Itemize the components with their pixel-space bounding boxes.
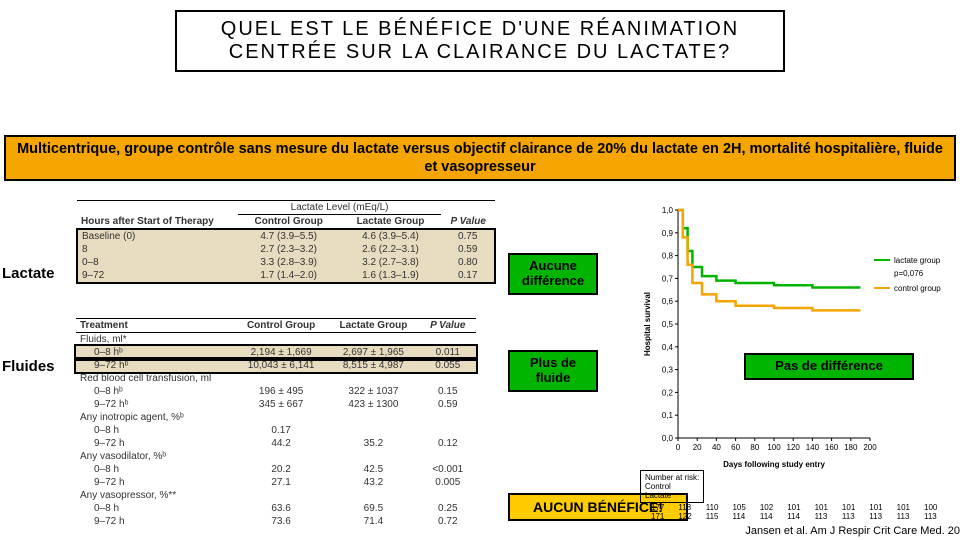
table-row: Red blood cell transfusion, ml [76, 372, 476, 385]
svg-text:0,8: 0,8 [662, 252, 674, 261]
table-row: 9–72 hᵇ345 ± 667423 ± 13000.59 [76, 398, 476, 411]
table-row: 0–8 hᵇ196 ± 495322 ± 10370.15 [76, 385, 476, 398]
svg-text:control group: control group [894, 284, 941, 293]
table2-col-treatment: Treatment [76, 319, 235, 333]
table-row: 0–8 h63.669.50.25 [76, 502, 476, 515]
table-row: 9–72 h27.143.20.005 [76, 476, 476, 489]
treatment-table: Treatment Control Group Lactate Group P … [76, 318, 476, 528]
svg-text:lactate group: lactate group [894, 256, 941, 265]
table1-col-hours: Hours after Start of Therapy [77, 215, 238, 230]
table-row: 9–72 h73.671.40.72 [76, 515, 476, 528]
label-fluides: Fluides [2, 358, 55, 375]
table-row: Fluids, ml* [76, 333, 476, 347]
table-row: 0–8 h20.242.5<0.001 [76, 463, 476, 476]
table-row: Any inotropic agent, %ᵇ [76, 411, 476, 424]
table-row: 82.7 (2.3–3.2)2.6 (2.2–3.1)0.59 [77, 243, 495, 256]
svg-text:0: 0 [676, 443, 681, 452]
study-description-banner: Multicentrique, groupe contrôle sans mes… [4, 135, 956, 181]
table-row: Any vasodilator, %ᵇ [76, 450, 476, 463]
svg-text:0,7: 0,7 [662, 274, 674, 283]
svg-text:Hospital survival: Hospital survival [643, 292, 652, 356]
svg-text:0,6: 0,6 [662, 297, 674, 306]
svg-text:0,0: 0,0 [662, 434, 674, 443]
lactate-level-table: Lactate Level (mEq/L) Hours after Start … [76, 200, 496, 284]
table1-col-lactate: Lactate Group [340, 215, 442, 230]
svg-text:100: 100 [767, 443, 781, 452]
survival-chart: 0,0 0,1 0,2 0,3 0,4 0,5 0,6 0,7 0,8 0,9 1,0 0 20 40 60… [640, 200, 950, 470]
citation-text: Jansen et al. Am J Respir Crit Care Med.… [745, 525, 960, 537]
table2-col-control: Control Group [235, 319, 327, 333]
callout-no-difference: Aucune différence [508, 253, 598, 295]
table1-superheader: Lactate Level (mEq/L) [238, 201, 442, 215]
svg-text:0,2: 0,2 [662, 388, 674, 397]
table1-col-control: Control Group [238, 215, 340, 230]
table-row: 0–8 h0.17 [76, 424, 476, 437]
svg-text:20: 20 [693, 443, 702, 452]
svg-text:0,9: 0,9 [662, 229, 674, 238]
table-row: 0–83.3 (2.8–3.9)3.2 (2.7–3.8)0.80 [77, 256, 495, 269]
table-row: 9–72 hᵇ10,043 ± 6,1418,515 ± 4,9870.055 [76, 359, 476, 372]
svg-text:160: 160 [825, 443, 839, 452]
svg-text:0,4: 0,4 [662, 343, 674, 352]
svg-text:80: 80 [750, 443, 759, 452]
svg-text:120: 120 [787, 443, 801, 452]
svg-text:0,5: 0,5 [662, 320, 674, 329]
svg-text:40: 40 [712, 443, 721, 452]
svg-text:200: 200 [863, 443, 877, 452]
table-row: 9–72 h44.235.20.12 [76, 437, 476, 450]
risk-row-control-label: Control [645, 482, 671, 491]
svg-text:p=0,076: p=0,076 [894, 269, 924, 278]
table-row: 0–8 hᵇ2,194 ± 1,6692,697 ± 1,9650.011 [76, 346, 476, 359]
table1-col-pvalue: P Value [441, 215, 495, 230]
svg-text:140: 140 [806, 443, 820, 452]
slide-title: QUEL EST LE BÉNÉFICE D'UNE RÉANIMATION C… [175, 10, 785, 72]
table2-col-pvalue: P Value [420, 319, 476, 333]
svg-text:Days following study entry: Days following study entry [723, 460, 825, 469]
svg-text:1,0: 1,0 [662, 206, 674, 215]
svg-text:60: 60 [731, 443, 740, 452]
svg-text:0,3: 0,3 [662, 366, 674, 375]
risk-row-lactate-label: Lactate [645, 491, 671, 500]
table-row: Any vasopressor, %** [76, 489, 476, 502]
label-lactate: Lactate [2, 265, 55, 282]
svg-text:180: 180 [844, 443, 858, 452]
table-row: Baseline (0)4.7 (3.9–5.5)4.6 (3.9–5.4)0.… [77, 229, 495, 243]
callout-more-fluid: Plus de fluide [508, 350, 598, 392]
risk-title: Number at risk: [645, 473, 699, 482]
number-at-risk-table: Number at risk: Control Lactate 17711811… [640, 470, 960, 521]
table-row: 9–721.7 (1.4–2.0)1.6 (1.3–1.9)0.17 [77, 269, 495, 283]
table2-col-lactate: Lactate Group [327, 319, 419, 333]
svg-text:0,1: 0,1 [662, 411, 674, 420]
